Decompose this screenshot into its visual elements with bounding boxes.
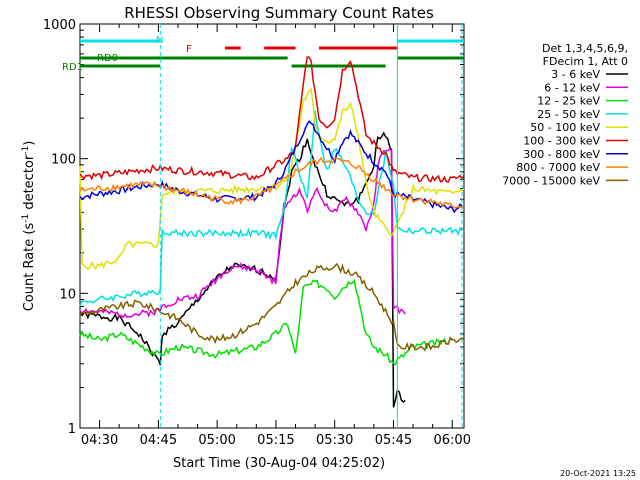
legend-entry-label: 300 - 800 keV [523, 148, 600, 161]
legend-entry-label: 7000 - 15000 keV [502, 174, 600, 187]
y-axis-label: Count Rate (s-1 detector-1) [21, 141, 37, 312]
legend-entry-label: 50 - 100 keV [530, 121, 600, 134]
legend-entry-label: 25 - 50 keV [537, 108, 600, 121]
series-line [79, 110, 465, 307]
x-tick-label: 05:45 [375, 433, 412, 448]
x-tick-label: 05:30 [316, 433, 353, 448]
x-tick-label: 05:15 [257, 433, 294, 448]
axis-ticks: 04:30 04:45 05:00 05:15 05:30 05:45 06:00 1 10 10… [43, 18, 471, 448]
series-lines [79, 56, 465, 408]
y-tick-label: 1 [68, 422, 76, 437]
plot-frame [79, 23, 465, 429]
y-tick-label: 10 [59, 287, 76, 302]
night-label: N [156, 35, 163, 46]
x-axis-label: Start Time (30-Aug-04 04:25:02) [173, 456, 385, 471]
y-tick-label: 100 [51, 153, 76, 168]
chart-title: RHESSI Observing Summary Count Rates [124, 4, 434, 22]
legend-entry-label: 12 - 25 keV [537, 95, 600, 108]
legend-entry-label: 100 - 300 keV [523, 135, 600, 148]
series-line [79, 87, 465, 271]
x-tick-label: 04:30 [81, 433, 118, 448]
rd0-label: RD0 [97, 53, 118, 64]
series-line [79, 279, 453, 366]
legend-header-2: FDecim 1, Att 0 [543, 55, 628, 68]
x-tick-label: 06:00 [434, 433, 471, 448]
legend-entry-label: 800 - 7000 keV [516, 161, 600, 174]
rd1-label: RD1 [62, 62, 83, 73]
legend-entry-label: 3 - 6 keV [551, 68, 600, 81]
legend: Det 1,3,4,5,6,9, FDecim 1, Att 0 3 - 6 k… [502, 42, 628, 187]
x-tick-label: 04:45 [140, 433, 177, 448]
series-line [79, 56, 465, 183]
legend-header-1: Det 1,3,4,5,6,9, [542, 42, 628, 55]
y-tick-label: 1000 [43, 18, 76, 33]
legend-entry-label: 6 - 12 keV [544, 81, 600, 94]
x-tick-label: 05:00 [198, 433, 235, 448]
timestamp: 20-Oct-2021 13:25 [560, 469, 636, 478]
status-bars [80, 39, 464, 68]
series-line [79, 262, 465, 352]
series-line [79, 148, 406, 319]
series-line [79, 156, 465, 209]
night-boundaries [159, 24, 463, 428]
flare-label: F [186, 44, 192, 55]
